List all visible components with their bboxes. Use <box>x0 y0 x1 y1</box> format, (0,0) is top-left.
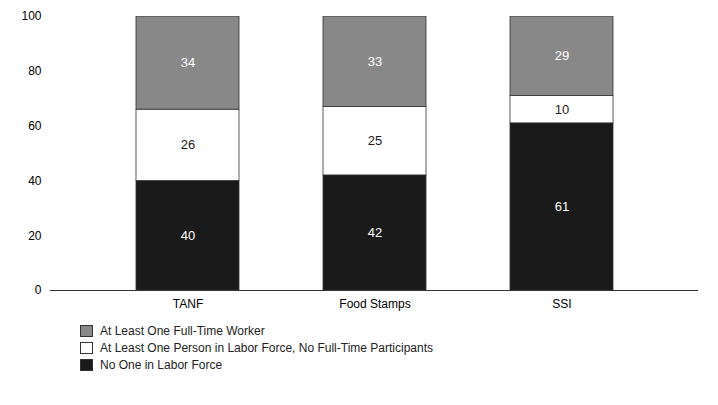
svg-text:10: 10 <box>555 102 569 117</box>
svg-text:TANF: TANF <box>173 297 203 311</box>
svg-text:42: 42 <box>368 225 382 240</box>
html-text:No One in Labor Force: No One in Labor Force <box>100 357 223 372</box>
svg-text:40: 40 <box>28 174 42 188</box>
svg-text:60: 60 <box>28 119 42 133</box>
svg-text:SSI: SSI <box>552 297 571 311</box>
html-text:At Least One Person in Labor F: At Least One Person in Labor Force, No F… <box>100 340 433 355</box>
svg-text:40: 40 <box>181 228 195 243</box>
svg-text:80: 80 <box>28 64 42 78</box>
svg-text:61: 61 <box>555 199 569 214</box>
svg-text:26: 26 <box>181 137 195 152</box>
svg-text:20: 20 <box>28 229 42 243</box>
svg-text:Food Stamps: Food Stamps <box>339 297 410 311</box>
svg-text:0: 0 <box>35 283 42 297</box>
svg-text:100: 100 <box>21 9 41 23</box>
svg-text:33: 33 <box>368 54 382 69</box>
html-text:At Least One Full-Time Worker: At Least One Full-Time Worker <box>100 323 265 338</box>
svg-text:29: 29 <box>555 48 569 63</box>
svg-text:25: 25 <box>368 133 382 148</box>
svg-text:34: 34 <box>181 55 195 70</box>
